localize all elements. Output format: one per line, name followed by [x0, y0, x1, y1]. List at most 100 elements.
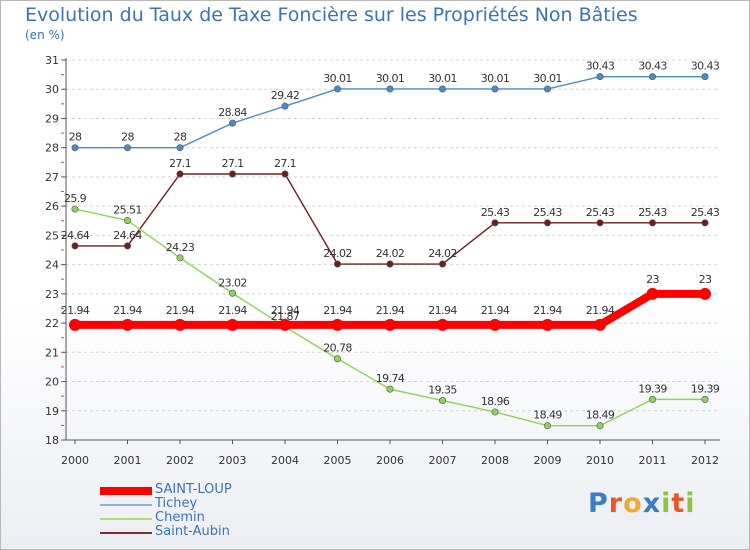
data-point — [648, 73, 656, 81]
data-point — [229, 119, 237, 127]
data-label: 21.94 — [61, 304, 90, 317]
data-label: 28.84 — [218, 106, 247, 119]
data-point — [279, 318, 291, 331]
data-label: 21.94 — [481, 304, 510, 317]
data-point — [489, 318, 501, 331]
data-label: 27.1 — [274, 157, 296, 170]
data-label: 25.43 — [481, 206, 510, 219]
data-label: 23.02 — [218, 276, 247, 289]
data-point — [281, 102, 289, 110]
data-point — [176, 254, 184, 262]
data-point — [491, 408, 499, 416]
data-label: 28 — [121, 131, 134, 144]
data-label: 30.01 — [323, 72, 352, 85]
data-label: 21.94 — [376, 304, 405, 317]
logo-letter: i — [685, 488, 696, 519]
data-point — [229, 289, 237, 297]
y-tick-label: 30 — [45, 83, 59, 96]
data-label: 29.42 — [271, 89, 300, 102]
x-tick-label: 2006 — [376, 454, 404, 467]
data-point — [226, 318, 239, 331]
data-label: 21.94 — [428, 304, 457, 317]
logo-letter: t — [671, 488, 686, 519]
data-label: 30.01 — [481, 72, 510, 85]
data-label: 21.87 — [271, 310, 300, 323]
data-label: 18.49 — [586, 409, 615, 422]
y-tick-label: 22 — [45, 317, 59, 330]
data-label: 19.39 — [638, 382, 667, 395]
data-point — [648, 219, 656, 227]
data-label: 24.02 — [428, 247, 457, 260]
data-label: 19.39 — [691, 382, 720, 395]
y-tick-label: 19 — [45, 405, 59, 418]
x-tick-label: 2012 — [691, 454, 719, 467]
x-tick-label: 2008 — [481, 454, 509, 467]
data-point — [386, 260, 394, 268]
data-label: 21.94 — [323, 304, 352, 317]
legend-swatch — [100, 487, 152, 495]
x-tick-label: 2003 — [219, 454, 247, 467]
data-point — [176, 170, 184, 178]
logo-letter: o — [623, 488, 643, 519]
data-point — [436, 318, 449, 331]
data-point — [543, 422, 551, 430]
data-point — [491, 219, 499, 227]
data-label: 18.49 — [533, 409, 562, 422]
unit-label: (en %) — [25, 28, 65, 42]
y-tick-label: 26 — [45, 200, 59, 213]
data-label: 23 — [699, 273, 712, 286]
x-tick-label: 2011 — [639, 454, 667, 467]
data-point — [384, 318, 396, 331]
data-point — [596, 73, 604, 81]
legend-swatch — [100, 532, 152, 534]
y-tick-label: 18 — [45, 434, 59, 447]
data-point — [491, 85, 499, 93]
x-tick-label: 2004 — [271, 454, 299, 467]
data-point — [543, 219, 551, 227]
data-label: 24.02 — [323, 247, 352, 260]
data-label: 24.02 — [376, 247, 405, 260]
data-label: 30.43 — [638, 60, 667, 73]
y-tick-label: 31 — [45, 54, 59, 67]
x-tick-label: 2002 — [166, 454, 194, 467]
data-label: 21.94 — [586, 304, 615, 317]
data-point — [594, 318, 606, 331]
x-tick-label: 2007 — [429, 454, 457, 467]
data-label: 30.01 — [376, 72, 405, 85]
y-tick-label: 27 — [45, 171, 59, 184]
data-label: 24.64 — [113, 229, 142, 242]
data-label: 21.94 — [218, 304, 247, 317]
data-point — [699, 287, 711, 300]
data-label: 21.94 — [166, 304, 195, 317]
data-label: 30.43 — [691, 60, 720, 73]
data-point — [543, 85, 551, 93]
data-point — [386, 85, 394, 93]
data-label: 28 — [174, 131, 187, 144]
legend-label: Chemin — [155, 510, 205, 525]
data-label: 24.23 — [166, 241, 195, 254]
data-label: 25.43 — [586, 206, 615, 219]
data-point — [333, 85, 341, 93]
data-point — [124, 216, 132, 224]
data-label: 25.51 — [113, 203, 142, 216]
data-label: 21.94 — [113, 304, 142, 317]
data-label: 27.1 — [221, 157, 243, 170]
data-point — [71, 144, 79, 152]
data-point — [596, 422, 604, 430]
legend-swatch — [100, 504, 152, 506]
data-label: 25.43 — [533, 206, 562, 219]
proxiti-logo: Proxiti — [588, 488, 696, 519]
data-point — [124, 242, 132, 250]
data-point — [69, 318, 81, 331]
data-point — [331, 318, 344, 331]
data-label: 25.9 — [64, 192, 87, 205]
data-point — [281, 170, 289, 178]
data-label: 23 — [646, 273, 659, 286]
data-label: 21.94 — [533, 304, 562, 317]
data-point — [333, 355, 341, 363]
data-point — [646, 287, 659, 300]
data-label: 18.96 — [481, 395, 510, 408]
data-label: 28 — [69, 131, 82, 144]
data-label: 30.01 — [533, 72, 562, 85]
data-point — [701, 73, 709, 81]
